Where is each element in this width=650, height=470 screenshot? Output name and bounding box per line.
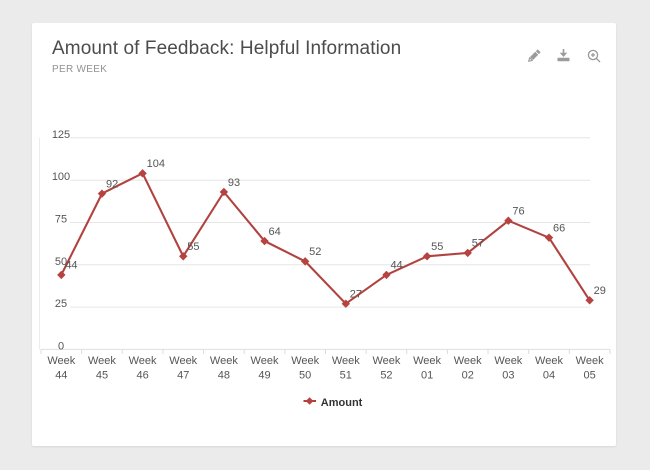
svg-text:52: 52: [380, 370, 392, 382]
svg-text:Week: Week: [88, 355, 116, 367]
svg-text:Week: Week: [494, 355, 522, 367]
svg-text:51: 51: [340, 370, 352, 382]
svg-text:104: 104: [147, 158, 165, 170]
svg-text:Week: Week: [169, 355, 197, 367]
svg-text:0: 0: [58, 340, 64, 352]
svg-text:Week: Week: [535, 355, 563, 367]
svg-text:76: 76: [512, 206, 524, 218]
svg-text:55: 55: [431, 241, 443, 253]
svg-text:Week: Week: [210, 355, 238, 367]
svg-text:93: 93: [228, 177, 240, 189]
svg-text:Week: Week: [291, 355, 319, 367]
svg-text:50: 50: [55, 256, 67, 268]
svg-text:02: 02: [462, 370, 474, 382]
svg-text:48: 48: [218, 370, 230, 382]
svg-text:45: 45: [96, 370, 108, 382]
svg-text:Week: Week: [413, 355, 441, 367]
svg-text:25: 25: [55, 298, 67, 310]
svg-text:66: 66: [553, 222, 565, 234]
svg-text:64: 64: [269, 226, 281, 238]
svg-text:Week: Week: [332, 355, 360, 367]
svg-text:Week: Week: [454, 355, 482, 367]
svg-text:44: 44: [390, 260, 402, 272]
svg-text:47: 47: [177, 370, 189, 382]
svg-text:Amount: Amount: [321, 397, 363, 409]
svg-text:44: 44: [65, 260, 77, 272]
svg-text:01: 01: [421, 370, 433, 382]
svg-text:Week: Week: [372, 355, 400, 367]
svg-text:92: 92: [106, 178, 118, 190]
svg-text:27: 27: [350, 288, 362, 300]
svg-text:Week: Week: [129, 355, 157, 367]
svg-text:50: 50: [299, 370, 311, 382]
svg-text:Week: Week: [47, 355, 75, 367]
svg-text:55: 55: [187, 241, 199, 253]
svg-text:29: 29: [594, 285, 606, 297]
svg-text:100: 100: [52, 171, 70, 183]
svg-text:46: 46: [136, 370, 148, 382]
svg-text:44: 44: [55, 370, 67, 382]
svg-text:57: 57: [472, 238, 484, 250]
svg-text:04: 04: [543, 370, 555, 382]
svg-text:52: 52: [309, 246, 321, 258]
svg-text:Week: Week: [251, 355, 279, 367]
svg-text:05: 05: [584, 370, 596, 382]
svg-text:Week: Week: [576, 355, 604, 367]
svg-text:75: 75: [55, 214, 67, 226]
svg-text:03: 03: [502, 370, 514, 382]
svg-text:125: 125: [52, 129, 70, 141]
svg-text:49: 49: [258, 370, 270, 382]
